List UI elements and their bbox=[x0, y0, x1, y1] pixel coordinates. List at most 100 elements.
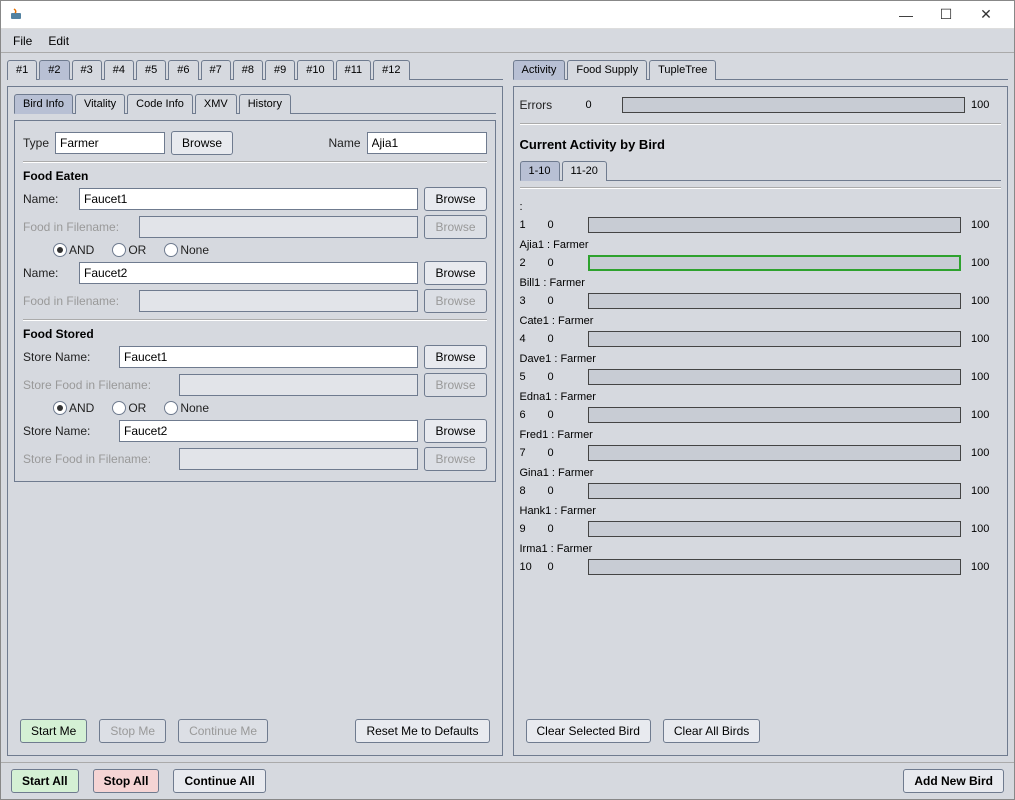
right-tab-food-supply[interactable]: Food Supply bbox=[567, 60, 647, 80]
top-tab--12[interactable]: #12 bbox=[373, 60, 409, 80]
name-field[interactable] bbox=[367, 132, 487, 154]
menu-edit[interactable]: Edit bbox=[42, 32, 75, 50]
eaten-name1-field[interactable] bbox=[79, 188, 418, 210]
top-tab--10[interactable]: #10 bbox=[297, 60, 333, 80]
top-tab--7[interactable]: #7 bbox=[201, 60, 231, 80]
clear-all-button[interactable]: Clear All Birds bbox=[663, 719, 760, 743]
activity-row: 40100 bbox=[520, 331, 1002, 347]
activity-progress bbox=[588, 445, 962, 461]
eaten-name2-field[interactable] bbox=[79, 262, 418, 284]
continue-all-button[interactable]: Continue All bbox=[173, 769, 265, 793]
store-logic-none-radio[interactable]: None bbox=[164, 401, 209, 415]
activity-label: Irma1 : Farmer bbox=[520, 543, 1002, 555]
activity-index: 3 bbox=[520, 295, 538, 307]
store-name2-field[interactable] bbox=[119, 420, 418, 442]
activity-progress bbox=[588, 369, 962, 385]
eaten-file2-label: Food in Filename: bbox=[23, 294, 133, 308]
top-tabstrip: #1#2#3#4#5#6#7#8#9#10#11#12 bbox=[7, 59, 503, 80]
top-tab--1[interactable]: #1 bbox=[7, 60, 37, 80]
activity-progress bbox=[588, 331, 962, 347]
store-file2-browse-button: Browse bbox=[424, 447, 486, 471]
eaten-name1-browse-button[interactable]: Browse bbox=[424, 187, 486, 211]
java-icon bbox=[9, 7, 25, 23]
activity-title: Current Activity by Bird bbox=[520, 137, 1002, 152]
activity-label: Fred1 : Farmer bbox=[520, 429, 1002, 441]
eaten-logic-none-radio[interactable]: None bbox=[164, 243, 209, 257]
top-tab--6[interactable]: #6 bbox=[168, 60, 198, 80]
content-area: #1#2#3#4#5#6#7#8#9#10#11#12 Bird InfoVit… bbox=[1, 53, 1014, 762]
activity-max: 100 bbox=[971, 295, 1001, 307]
top-tab--8[interactable]: #8 bbox=[233, 60, 263, 80]
store-name1-browse-button[interactable]: Browse bbox=[424, 345, 486, 369]
activity-row: 100100 bbox=[520, 559, 1002, 575]
activity-list: :10100Ajia1 : Farmer20100Bill1 : Farmer3… bbox=[520, 195, 1002, 579]
activity-label: Bill1 : Farmer bbox=[520, 277, 1002, 289]
stop-all-button[interactable]: Stop All bbox=[93, 769, 160, 793]
top-tab--9[interactable]: #9 bbox=[265, 60, 295, 80]
activity-progress bbox=[588, 255, 962, 271]
range-tab-1-10[interactable]: 1-10 bbox=[520, 161, 560, 181]
add-new-bird-button[interactable]: Add New Bird bbox=[903, 769, 1004, 793]
errors-label: Errors bbox=[520, 98, 580, 112]
right-tab-tupletree[interactable]: TupleTree bbox=[649, 60, 716, 80]
activity-label: Dave1 : Farmer bbox=[520, 353, 1002, 365]
top-tab--3[interactable]: #3 bbox=[72, 60, 102, 80]
activity-max: 100 bbox=[971, 447, 1001, 459]
activity-value: 0 bbox=[548, 371, 578, 383]
clear-selected-button[interactable]: Clear Selected Bird bbox=[526, 719, 651, 743]
sub-tab-code-info[interactable]: Code Info bbox=[127, 94, 193, 114]
sub-tab-xmv[interactable]: XMV bbox=[195, 94, 237, 114]
activity-value: 0 bbox=[548, 295, 578, 307]
continue-me-button: Continue Me bbox=[178, 719, 268, 743]
activity-row: 90100 bbox=[520, 521, 1002, 537]
activity-label: Edna1 : Farmer bbox=[520, 391, 1002, 403]
errors-max: 100 bbox=[971, 99, 1001, 111]
store-name2-browse-button[interactable]: Browse bbox=[424, 419, 486, 443]
type-field[interactable] bbox=[55, 132, 165, 154]
activity-index: 7 bbox=[520, 447, 538, 459]
eaten-file2-field bbox=[139, 290, 418, 312]
activity-max: 100 bbox=[971, 333, 1001, 345]
eaten-logic-and-radio[interactable]: AND bbox=[53, 243, 94, 257]
activity-row: 80100 bbox=[520, 483, 1002, 499]
maximize-button[interactable]: ☐ bbox=[926, 3, 966, 27]
sub-tab-history[interactable]: History bbox=[239, 94, 291, 114]
store-logic-and-radio[interactable]: AND bbox=[53, 401, 94, 415]
range-tab-11-20[interactable]: 11-20 bbox=[562, 161, 607, 181]
right-tabstrip: ActivityFood SupplyTupleTree bbox=[513, 59, 1009, 80]
activity-row: 10100 bbox=[520, 217, 1002, 233]
eaten-name2-browse-button[interactable]: Browse bbox=[424, 261, 486, 285]
start-all-button[interactable]: Start All bbox=[11, 769, 79, 793]
type-label: Type bbox=[23, 136, 49, 150]
sub-tab-vitality[interactable]: Vitality bbox=[75, 94, 125, 114]
menubar: File Edit bbox=[1, 29, 1014, 53]
store-file2-field bbox=[179, 448, 418, 470]
errors-value: 0 bbox=[586, 99, 616, 111]
top-tab--4[interactable]: #4 bbox=[104, 60, 134, 80]
activity-index: 4 bbox=[520, 333, 538, 345]
top-tab--11[interactable]: #11 bbox=[336, 60, 372, 80]
eaten-name2-label: Name: bbox=[23, 266, 73, 280]
activity-progress bbox=[588, 293, 962, 309]
start-me-button[interactable]: Start Me bbox=[20, 719, 87, 743]
activity-row: 30 100 bbox=[520, 293, 1002, 309]
minimize-button[interactable]: — bbox=[886, 3, 926, 27]
activity-row: 50100 bbox=[520, 369, 1002, 385]
close-button[interactable]: ✕ bbox=[966, 3, 1006, 27]
eaten-file1-field bbox=[139, 216, 418, 238]
eaten-file2-browse-button: Browse bbox=[424, 289, 486, 313]
menu-file[interactable]: File bbox=[7, 32, 38, 50]
top-tab--5[interactable]: #5 bbox=[136, 60, 166, 80]
sub-tab-bird-info[interactable]: Bird Info bbox=[14, 94, 73, 114]
top-tab--2[interactable]: #2 bbox=[39, 60, 69, 80]
type-browse-button[interactable]: Browse bbox=[171, 131, 233, 155]
activity-max: 100 bbox=[971, 561, 1001, 573]
reset-me-button[interactable]: Reset Me to Defaults bbox=[355, 719, 489, 743]
activity-index: 8 bbox=[520, 485, 538, 497]
eaten-logic-or-radio[interactable]: OR bbox=[112, 243, 146, 257]
right-tab-activity[interactable]: Activity bbox=[513, 60, 566, 80]
activity-value: 0 bbox=[548, 485, 578, 497]
store-logic-or-radio[interactable]: OR bbox=[112, 401, 146, 415]
store-name1-field[interactable] bbox=[119, 346, 418, 368]
activity-label: : bbox=[520, 201, 1002, 213]
